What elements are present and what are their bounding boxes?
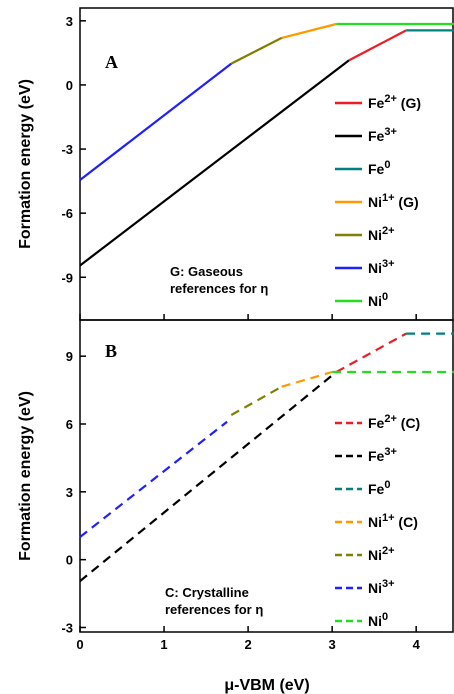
y-tick-label: 9 — [66, 349, 73, 364]
series-line — [230, 36, 283, 65]
y-tick-label: 6 — [66, 417, 73, 432]
legend-label: Fe0 — [368, 479, 390, 497]
legend-label: Fe3+ — [368, 446, 397, 464]
plot-frame — [79, 7, 454, 321]
y-axis-label: Formation energy (eV) — [17, 79, 34, 249]
series-line — [335, 332, 407, 373]
series-line — [79, 62, 232, 181]
legend-label: Ni2+ — [368, 225, 395, 243]
x-tick-label: 4 — [413, 637, 421, 652]
annotation-text: C: Crystalline — [165, 585, 249, 600]
y-tick-label: 3 — [66, 485, 73, 500]
legend-label: Ni2+ — [368, 545, 395, 563]
plot-frame — [79, 319, 454, 633]
x-tick-label: 0 — [76, 637, 83, 652]
legend-label: Ni1+ (C) — [368, 512, 418, 530]
y-tick-label: -6 — [61, 206, 73, 221]
legend-label: Ni1+ (G) — [368, 192, 419, 210]
legend-label: Ni3+ — [368, 578, 395, 596]
series-line — [281, 22, 337, 39]
panel-letter: B — [105, 341, 117, 361]
annotation-text: references for η — [165, 602, 263, 617]
series-line — [79, 371, 337, 582]
legend-label: Fe0 — [368, 159, 390, 177]
panel-a: -9 -6 -3 0 3 Formation energy (eV) A Fe2+ (G) Fe… — [17, 7, 454, 321]
legend-label: Fe3+ — [368, 126, 397, 144]
y-axis-label: Formation energy (eV) — [17, 391, 34, 561]
y-tick-label: 3 — [66, 14, 73, 29]
y-tick-label: -3 — [61, 142, 73, 157]
x-axis-label: μ-VBM (eV) — [224, 677, 309, 694]
panel-letter: A — [105, 52, 118, 72]
x-tick-label: 2 — [244, 637, 251, 652]
annotation-text: references for η — [170, 281, 268, 296]
y-tick-label: 0 — [66, 78, 73, 93]
series-line — [348, 29, 407, 62]
y-tick-label: 0 — [66, 553, 73, 568]
series-line — [79, 59, 350, 267]
legend-label: Ni3+ — [368, 258, 395, 276]
legend-label: Fe2+ (G) — [368, 93, 421, 111]
series-line — [230, 385, 283, 416]
series-line — [79, 420, 228, 538]
series-line — [281, 370, 333, 388]
legend-label: Fe2+ (C) — [368, 413, 420, 431]
x-tick-label: 1 — [160, 637, 167, 652]
legend-label: Ni0 — [368, 611, 388, 629]
legend-label: Ni0 — [368, 291, 388, 309]
y-tick-label: -3 — [61, 620, 73, 635]
x-tick-label: 3 — [329, 637, 336, 652]
y-tick-label: -9 — [61, 270, 73, 285]
annotation-text: G: Gaseous — [170, 264, 243, 279]
